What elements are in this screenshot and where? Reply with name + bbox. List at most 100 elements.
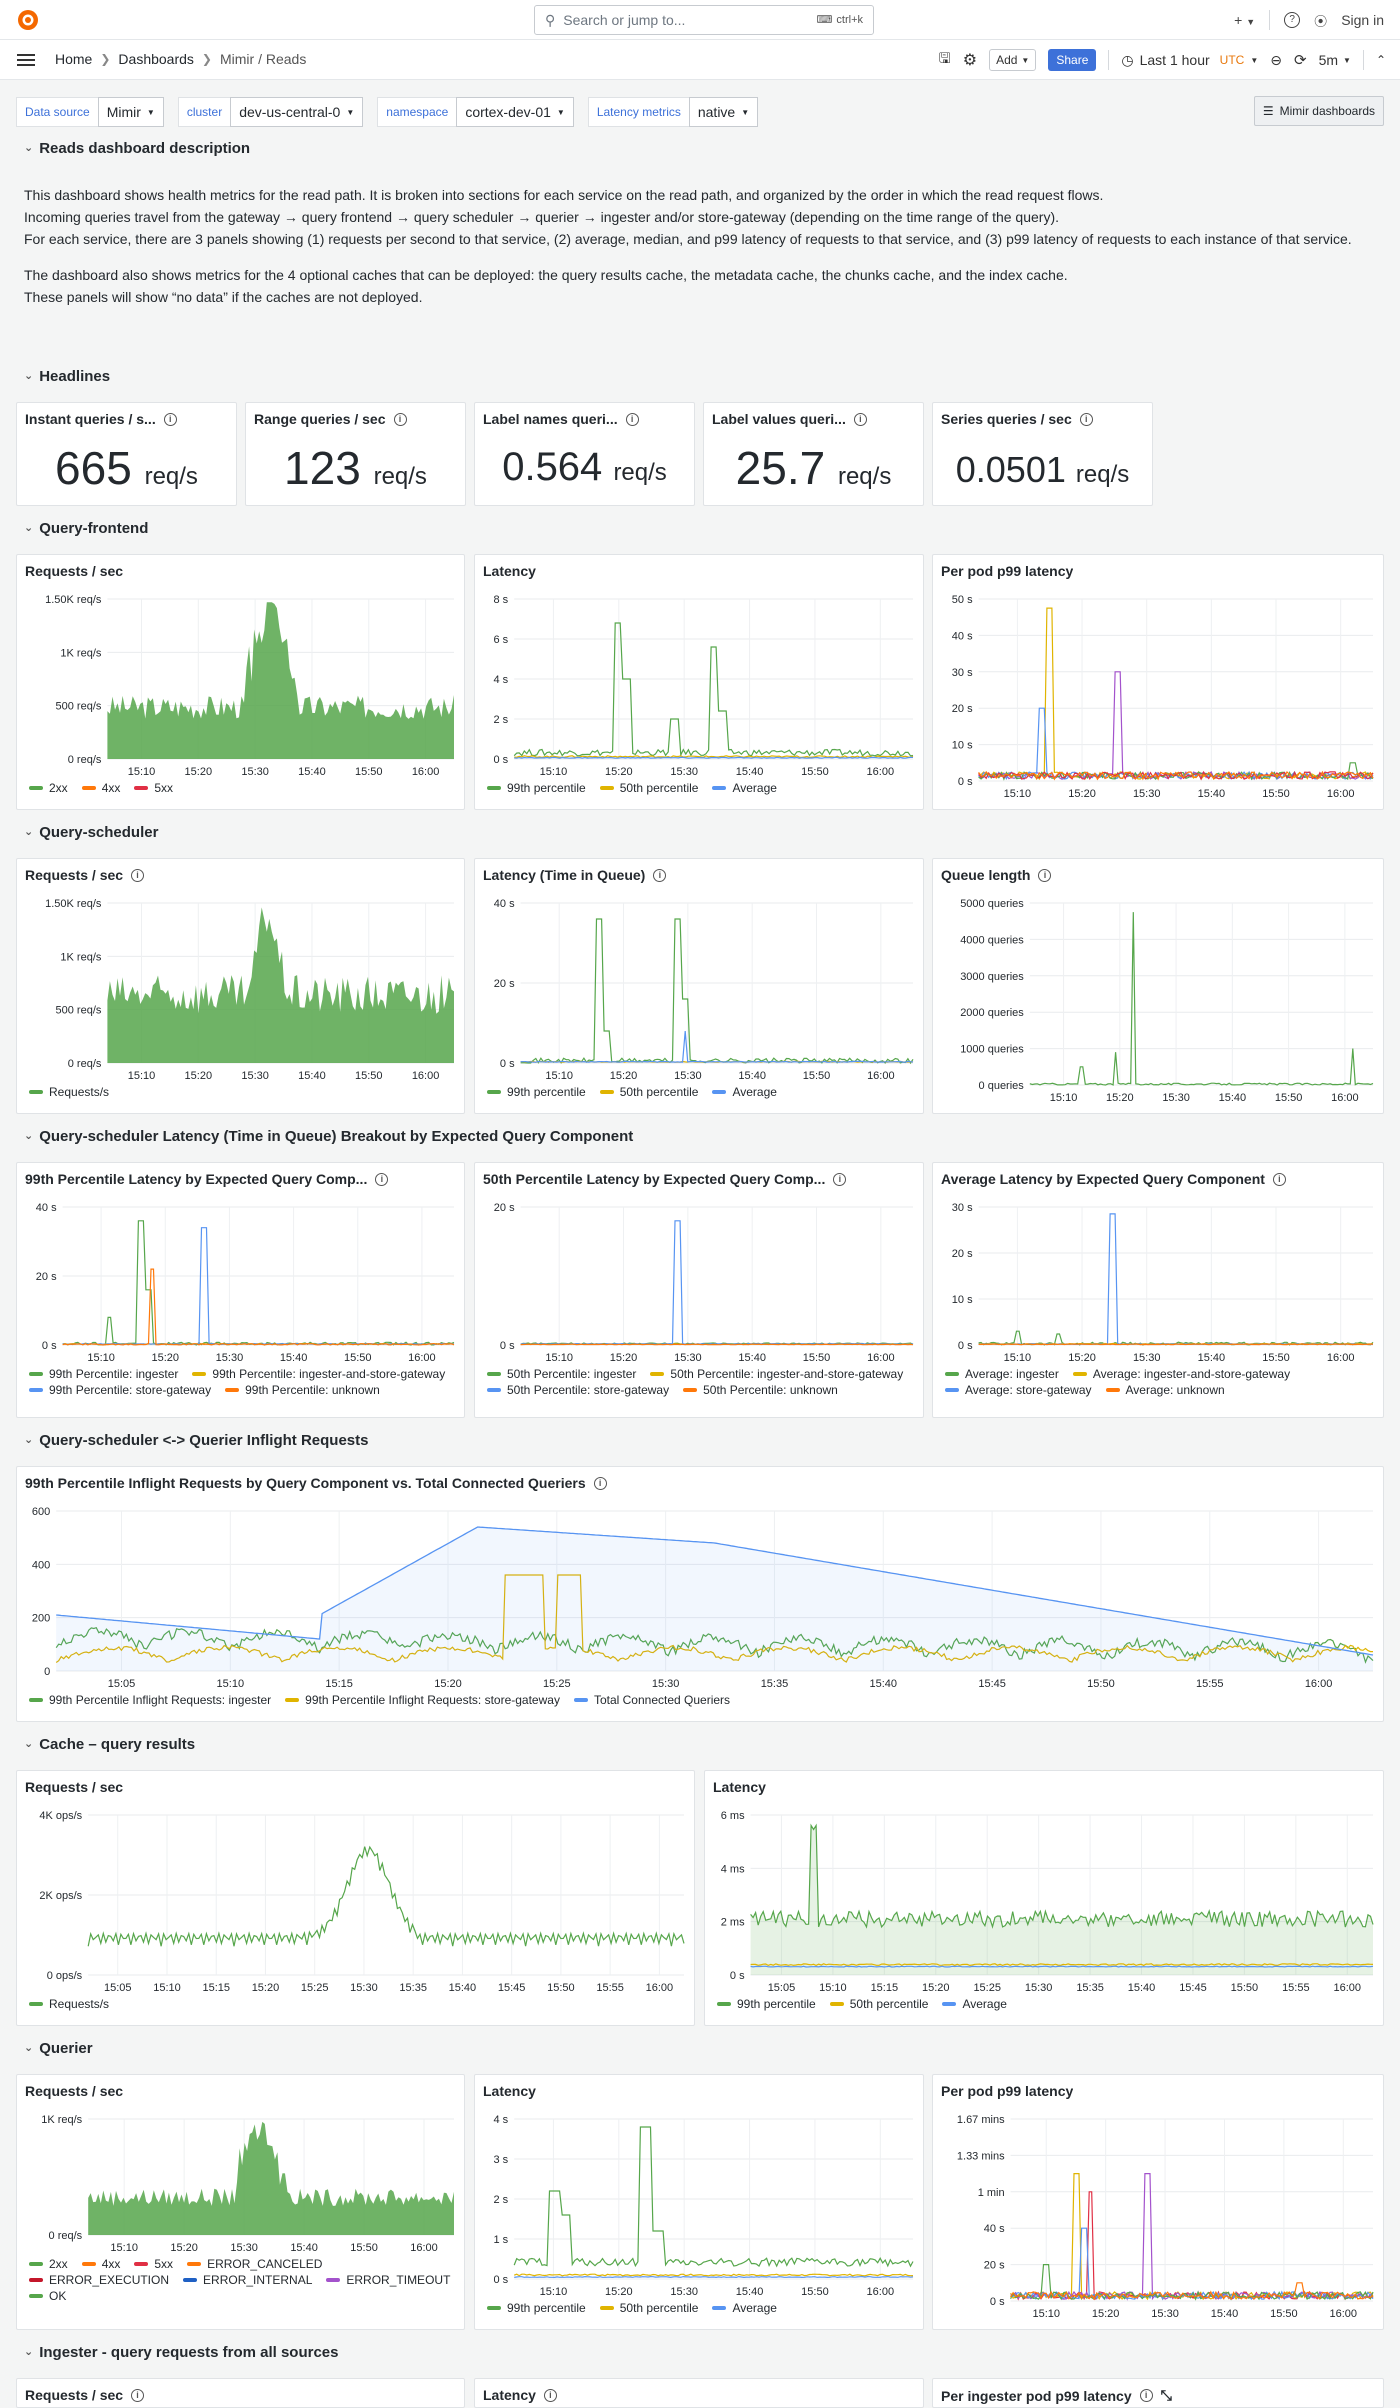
panel-bd-50[interactable]: 50th Percentile Latency by Expected Quer…: [474, 1162, 924, 1418]
share-button[interactable]: Share: [1048, 49, 1097, 71]
chart-svg[interactable]: 4 s 3 s 2 s 1 s 0 s 15:10 15:20 15:30 15:40 15:50…: [475, 2075, 925, 2331]
legend-item[interactable]: 2xx: [29, 781, 68, 795]
chart-svg[interactable]: 40 s 20 s 0 s 15:10 15:20 15:30 15:40 15:50 16:0…: [475, 859, 925, 1115]
chart-svg[interactable]: 1.50K req/s 1K req/s 500 req/s 0 req/s 15:10…: [17, 555, 466, 811]
breadcrumb-home[interactable]: Home: [55, 51, 93, 67]
help-icon[interactable]: ?: [1284, 12, 1301, 28]
expand-icon[interactable]: ⤡: [1160, 2387, 1172, 2403]
legend-item[interactable]: OK: [29, 2289, 66, 2303]
collapse-icon[interactable]: ⌃: [1375, 53, 1386, 67]
panel-cache-rps[interactable]: Requests / sec 4K ops/s 2K ops/s 0 ops/s 15:…: [16, 1770, 695, 2026]
panel-qs-rps[interactable]: Requests / sec i 1.50K req/s 1K req/s 500 re…: [16, 858, 465, 1114]
refresh-interval-picker[interactable]: 5m ▼: [1318, 52, 1351, 68]
save-icon[interactable]: 🖫: [938, 50, 951, 66]
legend-item[interactable]: Average: [712, 781, 777, 795]
gear-icon[interactable]: ⚙: [962, 52, 978, 69]
new-dropdown-button[interactable]: + ▼: [1234, 12, 1256, 28]
row-inflight[interactable]: ⌄ Query-scheduler <-> Querier Inflight Re…: [24, 1432, 369, 1449]
info-icon[interactable]: i: [375, 1172, 389, 1186]
panel-q-pod[interactable]: Per pod p99 latency 1.67 mins 1.33 mins 1 m…: [932, 2074, 1384, 2330]
stat-panel-instant-queries[interactable]: Instant queries / s... i 665 req/s: [16, 402, 237, 506]
row-scheduler-breakdown[interactable]: ⌄ Query-scheduler Latency (Time in Queue)…: [24, 1128, 634, 1145]
row-query-scheduler[interactable]: ⌄ Query-scheduler: [24, 824, 159, 841]
legend-item[interactable]: Average: ingester: [945, 1367, 1059, 1381]
legend-item[interactable]: Requests/s: [29, 1997, 109, 2011]
sign-in-link[interactable]: Sign in: [1341, 12, 1384, 28]
panel-qs-lat[interactable]: Latency (Time in Queue) i 40 s 20 s 0 s 15:10…: [474, 858, 924, 1114]
chart-svg[interactable]: 20 s 0 s 15:10 15:20 15:30 15:40 15:50 16:00: [475, 1163, 925, 1419]
variable-select-latency-metrics[interactable]: native ▼: [688, 97, 759, 127]
legend-item[interactable]: 50th Percentile: ingester: [487, 1367, 636, 1381]
chart-svg[interactable]: 4K ops/s 2K ops/s 0 ops/s 15:05 15:10 15:15 15…: [17, 1771, 696, 2027]
panel-bd-99[interactable]: 99th Percentile Latency by Expected Quer…: [16, 1162, 465, 1418]
legend-item[interactable]: 4xx: [81, 781, 120, 795]
panel-qf-rps[interactable]: Requests / sec 1.50K req/s 1K req/s 500 req…: [16, 554, 465, 810]
chart-svg[interactable]: 40 s 20 s 0 s 15:10 15:20 15:30 15:40 15:50 16:0…: [17, 1163, 466, 1419]
panel-ing-rps[interactable]: Requests / sec i: [16, 2378, 465, 2408]
legend-item[interactable]: Average: ingester-and-store-gateway: [1072, 1367, 1290, 1381]
variable-select-namespace[interactable]: cortex-dev-01 ▼: [456, 97, 574, 127]
legend-item[interactable]: 99th Percentile Inflight Requests: store…: [285, 1693, 560, 1707]
legend-item[interactable]: 50th Percentile: unknown: [683, 1383, 838, 1397]
zoom-out-icon[interactable]: ⊖: [1270, 51, 1282, 68]
legend-item[interactable]: 99th percentile: [487, 781, 586, 795]
search-input[interactable]: ⚲ Search or jump to... ⌨ ctrl+k: [534, 5, 874, 35]
grafana-logo-icon[interactable]: [16, 8, 40, 32]
legend-item[interactable]: Average: [942, 1997, 1007, 2011]
legend-item[interactable]: 5xx: [134, 2257, 173, 2271]
stat-panel-series-queries[interactable]: Series queries / sec i 0.0501 req/s: [932, 402, 1153, 506]
chart-svg[interactable]: 1.50K req/s 1K req/s 500 req/s 0 req/s 15:10…: [17, 859, 466, 1115]
row-querier[interactable]: ⌄ Querier: [24, 2040, 93, 2057]
legend-item[interactable]: 4xx: [81, 2257, 120, 2271]
chart-svg[interactable]: 1.67 mins 1.33 mins 1 min 40 s 20 s 0 s 15:10 1…: [933, 2075, 1385, 2331]
breadcrumb-dashboards[interactable]: Dashboards: [118, 51, 194, 67]
legend-item[interactable]: Requests/s: [29, 1085, 109, 1099]
chart-svg[interactable]: 1K req/s 0 req/s 15:10 15:20 15:30 15:40 15:50…: [17, 2075, 466, 2331]
info-icon[interactable]: i: [1038, 868, 1052, 882]
menu-icon[interactable]: [16, 50, 36, 70]
legend-item[interactable]: 50th percentile: [599, 1085, 698, 1099]
legend-item[interactable]: 99th Percentile: store-gateway: [29, 1383, 211, 1397]
chart-svg[interactable]: 50 s 40 s 30 s 20 s 10 s 0 s 15:10 15:20 15:30 15…: [933, 555, 1385, 811]
info-icon[interactable]: i: [1272, 1172, 1286, 1186]
panel-qf-lat[interactable]: Latency 8 s 6 s 4 s 2 s 0 s 15:10 15:20 15:30 15:…: [474, 554, 924, 810]
panel-bd-avg[interactable]: Average Latency by Expected Query Compon…: [932, 1162, 1384, 1418]
legend-item[interactable]: Average: [712, 1085, 777, 1099]
variable-select-cluster[interactable]: dev-us-central-0 ▼: [230, 97, 364, 127]
legend-item[interactable]: Average: [712, 2301, 777, 2315]
legend-item[interactable]: 50th Percentile: ingester-and-store-gate…: [650, 1367, 903, 1381]
legend-item[interactable]: 5xx: [134, 781, 173, 795]
legend-item[interactable]: 2xx: [29, 2257, 68, 2271]
legend-item[interactable]: ERROR_EXECUTION: [29, 2273, 169, 2287]
legend-item[interactable]: 50th percentile: [599, 2301, 698, 2315]
row-cache[interactable]: ⌄ Cache – query results: [24, 1736, 196, 1753]
chart-svg[interactable]: 5000 queries 4000 queries 3000 queries 2000…: [933, 859, 1385, 1115]
legend-item[interactable]: 99th percentile: [487, 2301, 586, 2315]
legend-item[interactable]: ERROR_INTERNAL: [183, 2273, 312, 2287]
chart-svg[interactable]: 30 s 20 s 10 s 0 s 15:10 15:20 15:30 15:40 15:50…: [933, 1163, 1385, 1419]
stat-panel-label-names[interactable]: Label names queri... i 0.564 req/s: [474, 402, 695, 506]
info-icon[interactable]: i: [833, 1172, 847, 1186]
legend-item[interactable]: 99th percentile: [717, 1997, 816, 2011]
panel-cache-lat[interactable]: Latency 6 ms 4 ms 2 ms 0 s 15:05 15:10 15:15 15:…: [704, 1770, 1384, 2026]
legend-item[interactable]: 50th percentile: [599, 781, 698, 795]
info-icon[interactable]: i: [131, 868, 145, 882]
add-button[interactable]: Add ▼: [989, 49, 1037, 71]
row-description[interactable]: ⌄ Reads dashboard description: [24, 140, 251, 157]
legend-item[interactable]: Average: unknown: [1105, 1383, 1225, 1397]
panel-q-rps[interactable]: Requests / sec 1K req/s 0 req/s 15:10 15:20 1…: [16, 2074, 465, 2330]
legend-item[interactable]: 99th Percentile: unknown: [225, 1383, 380, 1397]
row-query-frontend[interactable]: ⌄ Query-frontend: [24, 520, 149, 537]
refresh-icon[interactable]: ⟳: [1293, 52, 1307, 69]
row-headlines[interactable]: ⌄ Headlines: [24, 368, 111, 385]
chart-svg[interactable]: 600 400 200 0 15:05 15:10 15:15 15:20 15:25 15:30…: [17, 1467, 1385, 1723]
legend-item[interactable]: Average: store-gateway: [945, 1383, 1092, 1397]
time-picker[interactable]: ◷ Last 1 hour UTC ▼: [1121, 51, 1259, 69]
stat-panel-range-queries[interactable]: Range queries / sec i 123 req/s: [245, 402, 466, 506]
stat-panel-label-values[interactable]: Label values queri... i 25.7 req/s: [703, 402, 924, 506]
legend-item[interactable]: 99th Percentile Inflight Requests: inges…: [29, 1693, 271, 1707]
info-icon[interactable]: i: [1139, 2389, 1153, 2402]
legend-item[interactable]: ERROR_CANCELED: [187, 2257, 322, 2271]
rss-icon[interactable]: ⦿: [1314, 13, 1328, 29]
info-icon[interactable]: i: [653, 868, 667, 882]
